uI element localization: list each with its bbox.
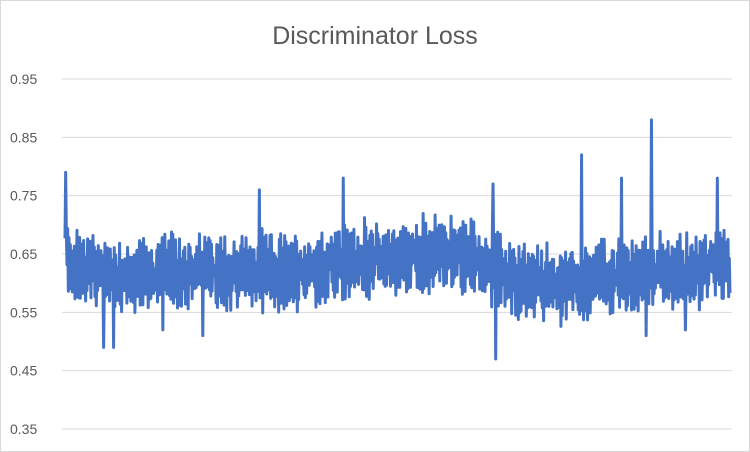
series-layer (63, 118, 732, 361)
y-tick-label: 0.55 (10, 304, 37, 320)
y-tick-label: 0.35 (10, 421, 37, 437)
y-tick-label: 0.75 (10, 188, 37, 204)
series-line-discriminator-loss (63, 118, 732, 361)
y-tick-label: 0.85 (10, 129, 37, 145)
y-tick-label: 0.65 (10, 246, 37, 262)
chart-title: Discriminator Loss (272, 22, 478, 50)
y-axis-ticks: 0.95 0.85 0.75 0.65 0.55 0.45 0.35 (10, 71, 37, 437)
y-tick-label: 0.95 (10, 71, 37, 87)
y-tick-label: 0.45 (10, 363, 37, 379)
